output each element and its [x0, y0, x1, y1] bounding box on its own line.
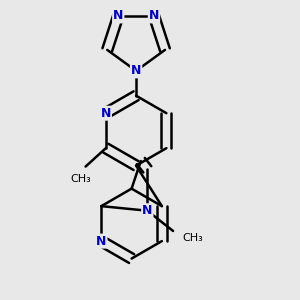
Text: N: N [131, 64, 141, 77]
Text: N: N [142, 204, 152, 217]
Text: N: N [149, 9, 159, 22]
Text: CH₃: CH₃ [70, 174, 92, 184]
Text: N: N [96, 235, 106, 248]
Text: N: N [113, 9, 124, 22]
Text: N: N [100, 107, 111, 120]
Text: CH₃: CH₃ [182, 233, 203, 243]
